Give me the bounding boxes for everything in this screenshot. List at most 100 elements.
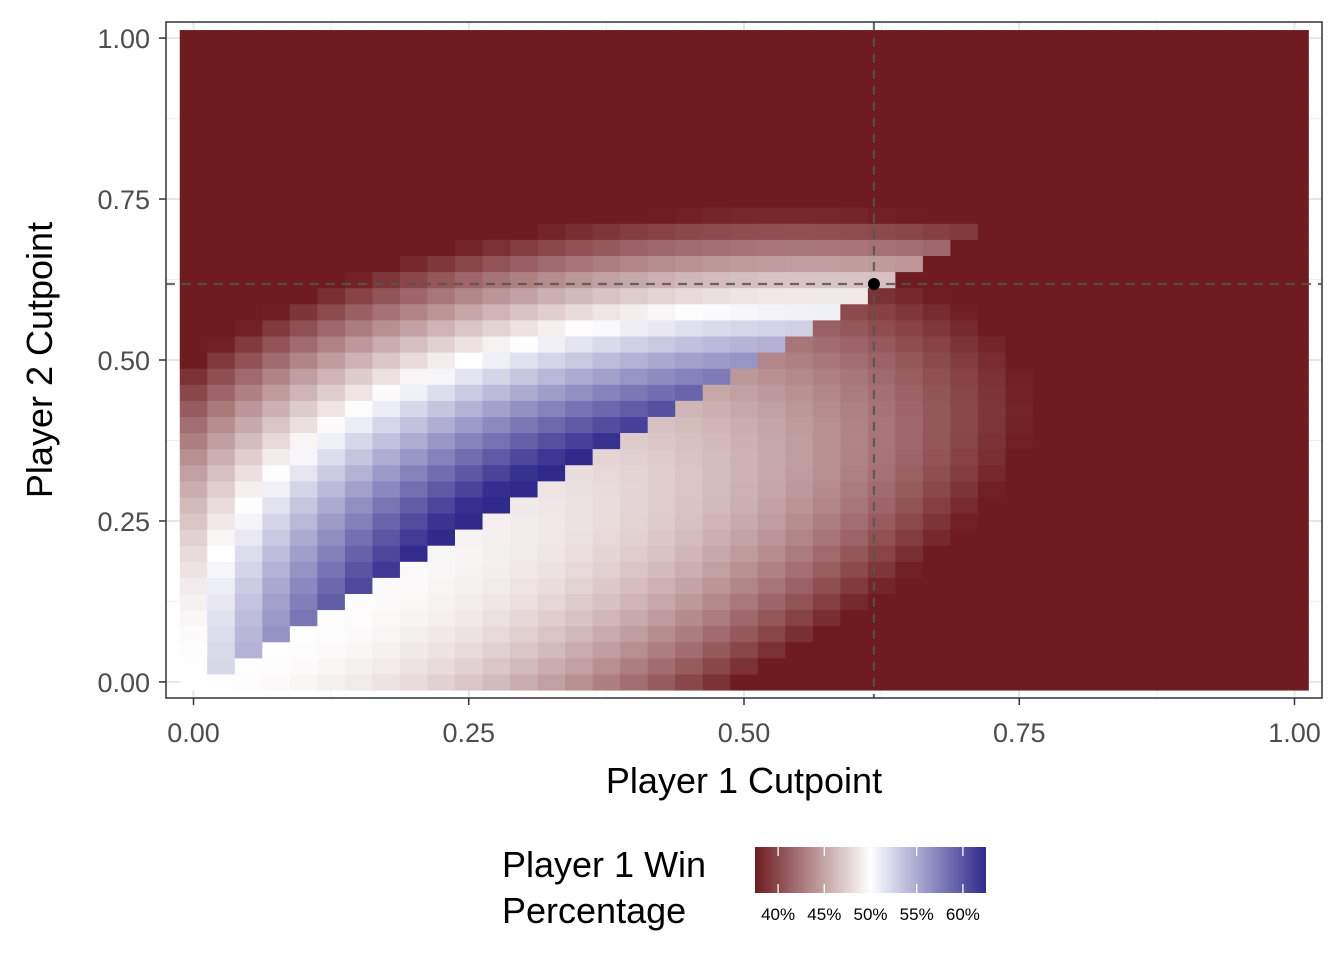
- heatmap-tile: [675, 593, 704, 611]
- heatmap-tile: [1170, 529, 1199, 546]
- heatmap-tile: [179, 255, 208, 273]
- heatmap-tile: [702, 512, 731, 530]
- heatmap-tile: [702, 94, 731, 112]
- heatmap-tile: [922, 416, 952, 434]
- heatmap-tile: [1143, 384, 1172, 401]
- heatmap-tile: [757, 641, 786, 659]
- heatmap-tile: [675, 673, 704, 691]
- heatmap-tile: [840, 126, 869, 144]
- heatmap-tile: [262, 78, 291, 96]
- heatmap-tile: [179, 545, 208, 562]
- heatmap-tile: [179, 625, 208, 643]
- heatmap-tile: [510, 593, 539, 611]
- heatmap-tile: [1143, 400, 1172, 417]
- heatmap-tile: [1198, 335, 1227, 353]
- heatmap-tile: [647, 480, 676, 498]
- heatmap-tile: [867, 142, 896, 160]
- heatmap-tile: [1033, 464, 1062, 482]
- heatmap-tile: [372, 641, 401, 659]
- heatmap-tile: [207, 207, 236, 224]
- heatmap-tile: [977, 303, 1007, 321]
- heatmap-tile: [234, 561, 263, 578]
- heatmap-tile: [179, 400, 208, 417]
- heatmap-tile: [675, 416, 704, 434]
- heatmap-tile: [620, 625, 649, 643]
- heatmap-tile: [675, 368, 704, 385]
- heatmap-tile: [730, 529, 759, 546]
- heatmap-tile: [950, 319, 979, 337]
- heatmap-tile: [1115, 464, 1144, 482]
- heatmap-tile: [234, 464, 263, 482]
- heatmap-tile: [730, 335, 759, 353]
- heatmap-tile: [565, 319, 594, 337]
- heatmap-tile: [427, 46, 456, 63]
- heatmap-tile: [179, 126, 208, 144]
- heatmap-tile: [262, 561, 291, 578]
- heatmap-tile: [977, 480, 1007, 498]
- heatmap-tile: [1033, 400, 1062, 417]
- heatmap-tile: [372, 625, 401, 643]
- heatmap-tile: [317, 239, 346, 256]
- heatmap-tile: [1225, 174, 1254, 192]
- heatmap-tile: [317, 496, 346, 514]
- heatmap-tile: [455, 673, 484, 691]
- heatmap-tile: [1170, 545, 1199, 562]
- heatmap-tile: [455, 94, 484, 112]
- heatmap-tile: [262, 287, 291, 305]
- heatmap-tile: [482, 223, 511, 240]
- heatmap-tile: [867, 46, 896, 63]
- heatmap-tile: [1280, 287, 1309, 305]
- heatmap-tile: [647, 30, 676, 47]
- heatmap-tile: [1198, 496, 1227, 514]
- heatmap-tile: [1170, 641, 1199, 659]
- heatmap-tile: [1198, 239, 1227, 256]
- heatmap-tile: [1005, 496, 1034, 514]
- heatmap-tile: [482, 158, 511, 176]
- heatmap-tile: [1198, 545, 1227, 562]
- heatmap-tile: [317, 432, 346, 450]
- heatmap-tile: [785, 287, 814, 305]
- heatmap-tile: [867, 255, 896, 273]
- heatmap-tile: [372, 480, 401, 498]
- heatmap-tile: [950, 673, 979, 691]
- heatmap-tile: [977, 351, 1007, 369]
- heatmap-tile: [702, 561, 731, 578]
- heatmap-tile: [867, 545, 896, 562]
- heatmap-tile: [1253, 174, 1282, 192]
- heatmap-tile: [812, 78, 841, 96]
- heatmap-tile: [1005, 78, 1034, 96]
- heatmap-tile: [675, 496, 704, 514]
- heatmap-tile: [1033, 368, 1062, 385]
- heatmap-tile: [1005, 191, 1034, 208]
- heatmap-tile: [840, 416, 869, 434]
- heatmap-tile: [1060, 529, 1089, 546]
- heatmap-tile: [1170, 62, 1199, 79]
- heatmap-tile: [399, 158, 429, 176]
- heatmap-tile: [1143, 496, 1172, 514]
- heatmap-tile: [1033, 239, 1062, 256]
- heatmap-tile: [207, 271, 236, 289]
- heatmap-tile: [840, 239, 869, 256]
- heatmap-tile: [1253, 335, 1282, 353]
- heatmap-tile: [565, 625, 594, 643]
- heatmap-tile: [647, 448, 676, 466]
- heatmap-tile: [950, 545, 979, 562]
- heatmap-tile: [922, 657, 952, 675]
- heatmap-tile: [510, 110, 539, 128]
- legend-title-line-1: Player 1 Win: [502, 844, 706, 885]
- heatmap-tile: [785, 416, 814, 434]
- heatmap-tile: [1198, 287, 1227, 305]
- heatmap-tile: [455, 351, 484, 369]
- heatmap-tile: [427, 400, 456, 417]
- heatmap-tile: [647, 239, 676, 256]
- heatmap-tile: [867, 158, 896, 176]
- heatmap-tile: [482, 384, 511, 401]
- heatmap-tile: [592, 561, 621, 578]
- heatmap-tile: [647, 94, 676, 112]
- heatmap-tile: [399, 464, 429, 482]
- heatmap-tile: [592, 62, 621, 79]
- heatmap-tile: [317, 271, 346, 289]
- heatmap-tile: [537, 351, 566, 369]
- heatmap-tile: [867, 448, 896, 466]
- heatmap-tile: [647, 545, 676, 562]
